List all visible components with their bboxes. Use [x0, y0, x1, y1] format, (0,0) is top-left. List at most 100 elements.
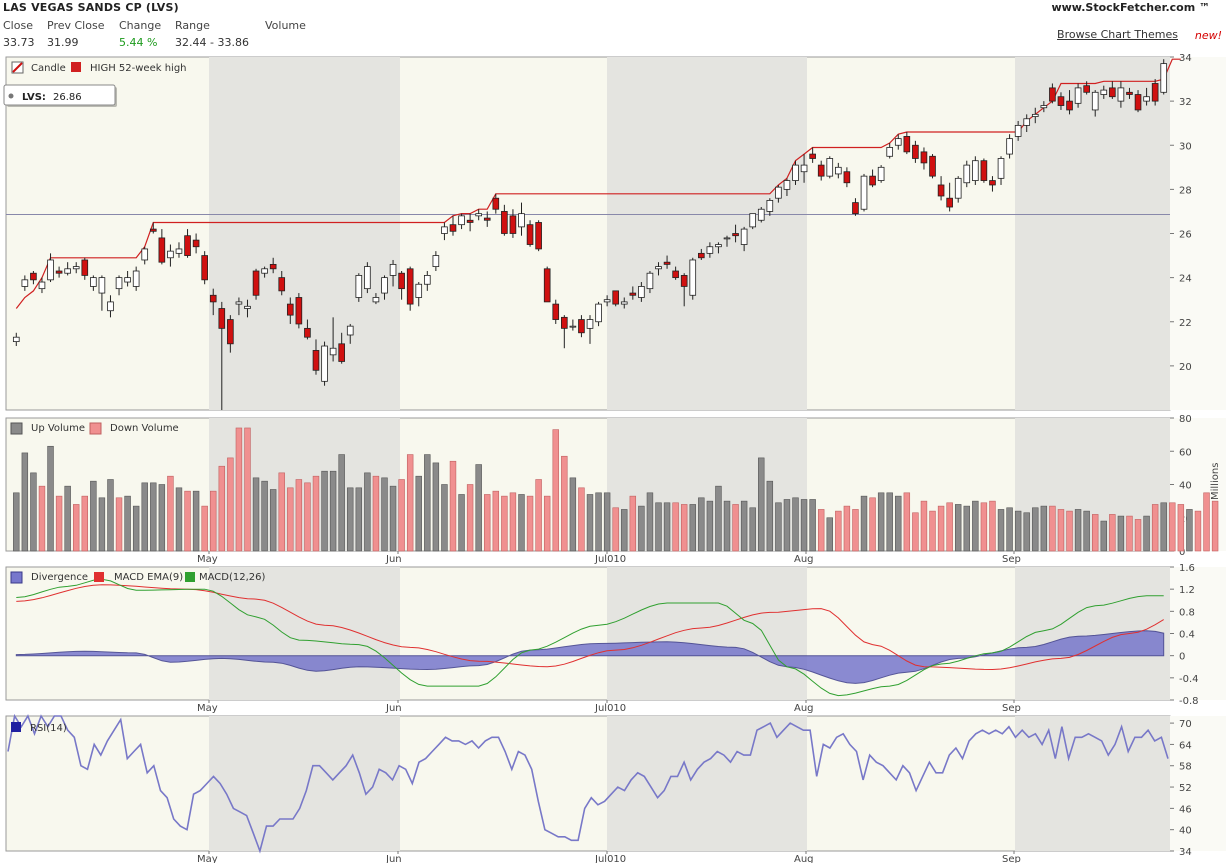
candle: [449, 215, 457, 236]
volume-bar: [535, 479, 542, 552]
volume-bar: [389, 485, 397, 552]
candle-body: [466, 219, 474, 223]
volume-bar: [835, 510, 842, 552]
candle: [1134, 90, 1142, 113]
candle-body: [132, 270, 140, 287]
volume-bar: [543, 495, 551, 552]
candle-body: [646, 272, 654, 290]
candle-body: [278, 277, 286, 292]
axis-strip: [1170, 57, 1226, 410]
candle-body: [877, 166, 885, 181]
candle-body: [603, 299, 611, 303]
candle-body: [835, 166, 842, 175]
rsi-axis-tick-label: 58: [1179, 762, 1192, 773]
candle: [1143, 87, 1150, 106]
candle-body: [1143, 96, 1150, 102]
candle: [963, 160, 971, 188]
candle-body: [415, 283, 423, 298]
volume-bar: [1203, 492, 1210, 552]
candle: [646, 271, 654, 294]
candle: [492, 193, 500, 214]
candle: [235, 297, 243, 316]
candle-body: [175, 248, 183, 254]
candle-body: [783, 180, 791, 190]
volume-bar: [509, 492, 517, 552]
volume-bar: [1151, 504, 1159, 552]
candle: [620, 297, 628, 309]
candle-body: [1074, 87, 1082, 104]
volume-bar: [252, 477, 260, 552]
candle: [1031, 107, 1039, 124]
candle-body: [1057, 96, 1065, 106]
candle-body: [766, 200, 774, 212]
candle: [38, 277, 46, 294]
volume-bar: [13, 492, 20, 552]
candle-body: [672, 270, 679, 279]
volume-bar: [1134, 519, 1142, 552]
volume-bar: [869, 497, 876, 552]
rsi-line: [7, 713, 1169, 854]
panel-background: [5, 56, 1171, 411]
candle-body: [689, 259, 697, 296]
candle-body: [912, 144, 919, 159]
volume-bar: [1092, 514, 1099, 552]
candle: [1023, 114, 1031, 133]
candle-body: [946, 197, 953, 208]
candle: [149, 222, 157, 234]
volume-bar: [758, 457, 765, 552]
price-axis-tick-label: 32: [1179, 97, 1192, 108]
volume-bar: [115, 497, 123, 552]
candle-body: [972, 160, 979, 181]
volume-bar: [1177, 504, 1185, 552]
price-axis-tick-label: 26: [1179, 230, 1192, 241]
volume-bar: [150, 482, 157, 552]
volume-bar: [244, 427, 251, 552]
candle-body: [406, 268, 414, 305]
legend-down-volume: Down Volume: [110, 423, 179, 434]
candle: [1049, 83, 1056, 104]
candle: [757, 207, 765, 223]
candle: [826, 156, 834, 179]
volume-bar: [1160, 502, 1167, 552]
volume-bar: [886, 492, 893, 552]
volume-bar: [843, 505, 851, 552]
candle-body: [869, 175, 876, 186]
volume-bar: [809, 499, 816, 552]
candle-body: [920, 151, 928, 164]
candle-body: [1083, 85, 1090, 93]
candle-body: [792, 164, 799, 181]
volume-bar: [698, 497, 705, 552]
volume-bar: [749, 507, 756, 552]
candle-body: [997, 158, 1005, 179]
volume-bar: [1186, 509, 1193, 552]
candle: [321, 341, 328, 386]
candle: [1117, 81, 1125, 108]
candle-body: [286, 303, 294, 316]
candle: [244, 299, 251, 318]
candle-body: [903, 136, 911, 153]
candle: [458, 213, 465, 230]
candle-body: [227, 319, 234, 345]
candle: [595, 301, 602, 327]
candle: [1074, 83, 1082, 108]
browse-chart-themes-link[interactable]: Browse Chart Themes: [1057, 28, 1178, 41]
volume-bar: [304, 482, 311, 552]
volume-bar: [997, 509, 1005, 552]
new-badge: new!: [1194, 29, 1222, 42]
candle-body: [90, 277, 97, 287]
candle: [269, 257, 277, 274]
candle: [912, 140, 919, 163]
volume-bar: [989, 500, 996, 552]
candle-body: [398, 272, 405, 290]
candle-body: [612, 290, 620, 305]
candle: [775, 184, 782, 203]
candle: [107, 295, 114, 318]
candle: [90, 275, 97, 291]
candle: [740, 226, 748, 252]
candle-body: [441, 226, 448, 234]
panel-0: [5, 56, 1226, 411]
candle-body: [526, 224, 534, 245]
candle-legend-icon-mark: [12, 62, 23, 73]
volume-bar: [1074, 509, 1082, 552]
volume-bar: [895, 495, 902, 552]
